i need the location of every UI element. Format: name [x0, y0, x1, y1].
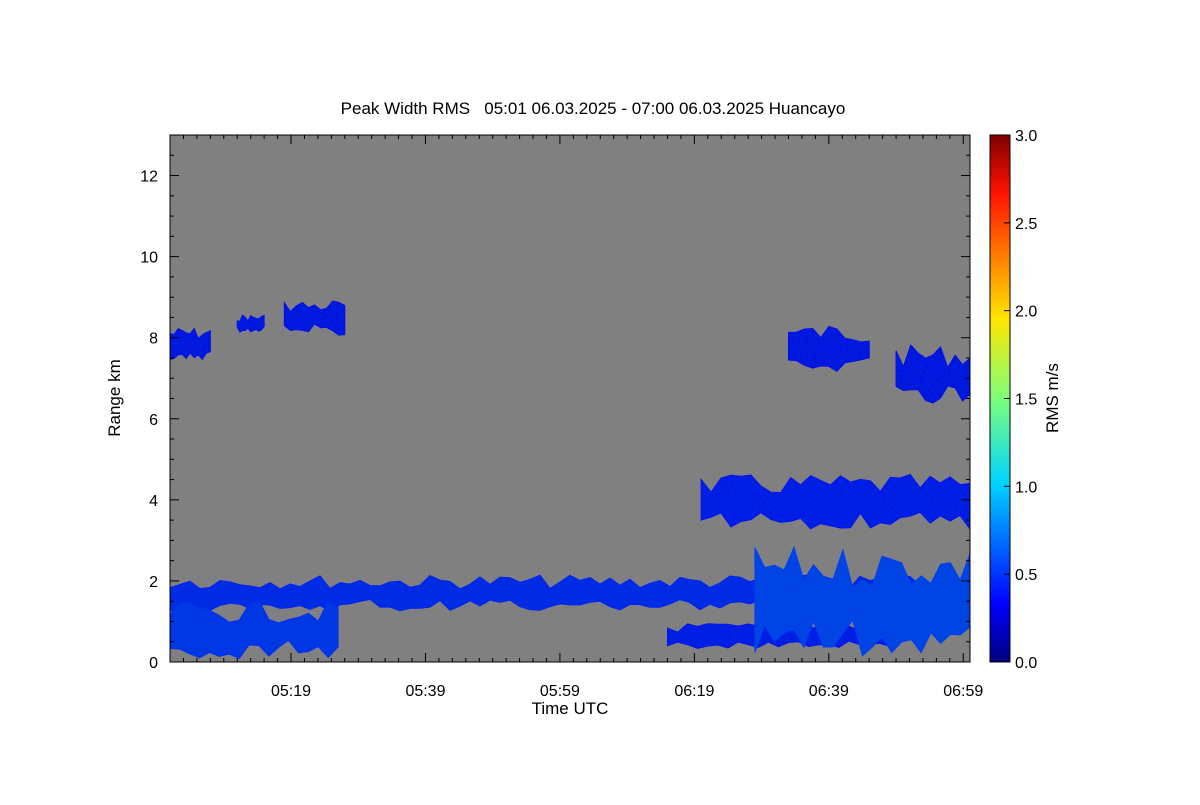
x-tick-label: 06:19	[674, 683, 714, 700]
y-tick-label: 0	[149, 655, 158, 672]
y-tick-label: 10	[140, 250, 158, 267]
y-tick-label: 2	[149, 574, 158, 591]
colorbar-tick-label: 1.0	[1015, 479, 1037, 496]
x-axis: 05:19 05:39 05:59 06:19 06:39 06:59	[169, 135, 983, 700]
echo-texture-mid-layer	[701, 474, 970, 530]
colorbar: 0.0 0.5 1.0 1.5 2.0 2.5 3.0 RMS m/s	[989, 128, 1062, 672]
x-tick-label: 05:39	[405, 683, 445, 700]
echo-texture-upper-cloud-mid	[284, 301, 345, 336]
chart-title: Peak Width RMS 05:01 06.03.2025 - 07:00 …	[341, 99, 846, 118]
x-axis-label: Time UTC	[532, 699, 609, 718]
echo-texture-upper-cloud-small	[237, 315, 265, 333]
y-axis-label: Range km	[105, 359, 124, 436]
colorbar-tick-label: 2.5	[1015, 216, 1037, 233]
echo-layer	[169, 300, 971, 660]
colorbar-tick-label: 3.0	[1015, 128, 1037, 145]
x-tick-label: 05:59	[540, 683, 580, 700]
echo-texture-convective-right	[754, 547, 970, 656]
x-tick-label: 06:39	[809, 683, 849, 700]
colorbar-tick-label: 1.5	[1015, 392, 1037, 409]
x-tick-label: 06:59	[943, 683, 983, 700]
colorbar-tick-label: 0.0	[1015, 655, 1037, 672]
colorbar-tick-label: 0.5	[1015, 567, 1037, 584]
y-axis: 0 2 4 6 8 10 12	[140, 134, 970, 672]
y-tick-label: 4	[149, 493, 158, 510]
echo-texture-upper-cloud-right-2	[896, 345, 970, 403]
echo-texture-upper-cloud-left	[170, 328, 211, 360]
y-tick-label: 12	[140, 169, 158, 186]
colorbar-ticks: 0.0 0.5 1.0 1.5 2.0 2.5 3.0	[1004, 128, 1037, 672]
colorbar-tick-label: 2.0	[1015, 304, 1037, 321]
colorbar-label: RMS m/s	[1043, 363, 1062, 433]
y-tick-label: 6	[149, 412, 158, 429]
y-tick-label: 8	[149, 331, 158, 348]
echo-texture-upper-cloud-right-1	[788, 326, 870, 372]
echo-texture-near-surface	[170, 600, 339, 659]
x-tick-label: 05:19	[271, 683, 311, 700]
plot-area	[169, 134, 971, 663]
